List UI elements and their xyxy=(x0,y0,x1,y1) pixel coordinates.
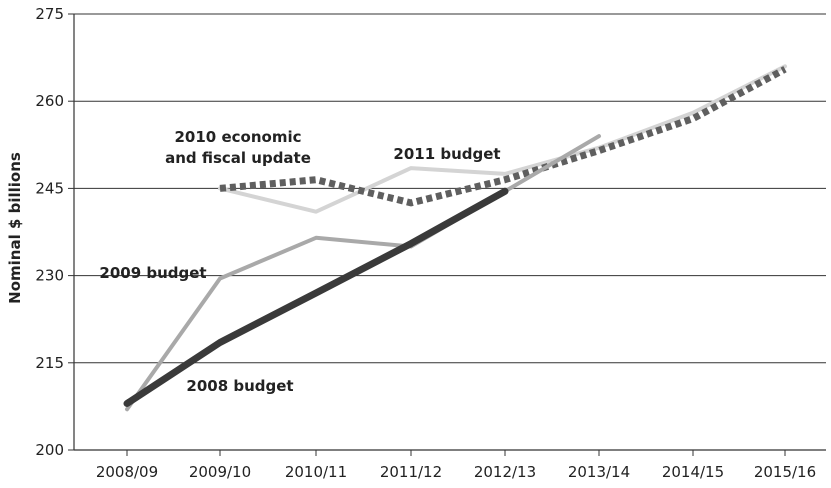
annotation-line: 2011 budget xyxy=(393,145,500,163)
annotation-line: and fiscal update xyxy=(165,149,311,167)
series-annotation: 2008 budget xyxy=(186,377,293,395)
y-tick-label: 200 xyxy=(35,441,64,459)
series-annotation: 2010 economic and fiscal update xyxy=(165,128,311,167)
x-tick-label: 2015/16 xyxy=(754,463,816,481)
series-line-2010-economic-and-fiscal-update xyxy=(219,66,787,207)
x-tick-label: 2013/14 xyxy=(568,463,630,481)
y-tick-label: 275 xyxy=(35,5,64,23)
x-tick-label: 2010/11 xyxy=(285,463,347,481)
series-line-2008-budget xyxy=(123,187,509,407)
x-tick-label: 2012/13 xyxy=(474,463,536,481)
annotation-line: 2008 budget xyxy=(186,377,293,395)
y-tick-label: 230 xyxy=(35,267,64,285)
y-tick-label: 215 xyxy=(35,354,64,372)
series-line-2009-budget xyxy=(125,134,601,412)
y-tick-label: 245 xyxy=(35,179,64,197)
x-tick-label: 2011/12 xyxy=(380,463,442,481)
series-annotation: 2009 budget xyxy=(99,264,206,282)
annotation-line: 2009 budget xyxy=(99,264,206,282)
axes: 200 215 230 245 260 275 2008/09 2009/10 2010/11 2… xyxy=(35,5,826,481)
y-tick-label: 260 xyxy=(35,92,64,110)
labels: 2010 economic and fiscal update 2011 budge… xyxy=(99,128,500,395)
annotation-line: 2010 economic xyxy=(175,128,302,146)
y-axis-label: Nominal $ billions xyxy=(6,152,24,304)
series-lines xyxy=(123,64,787,412)
grid xyxy=(74,13,826,364)
x-tick-label: 2008/09 xyxy=(96,463,158,481)
x-tick-label: 2014/15 xyxy=(662,463,724,481)
series-line-2011-budget xyxy=(218,64,787,214)
series-annotation: 2011 budget xyxy=(393,145,500,163)
x-tick-label: 2009/10 xyxy=(189,463,251,481)
